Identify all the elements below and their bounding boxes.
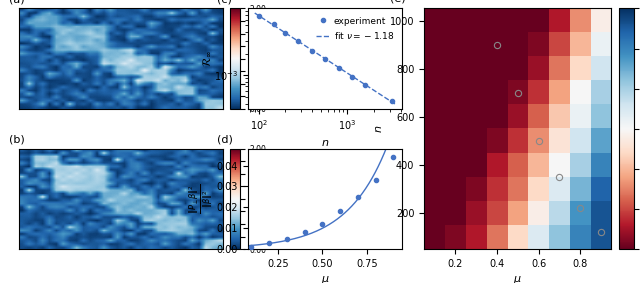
Text: (a): (a)	[9, 0, 25, 5]
experiment	[271, 23, 278, 26]
fit $\nu=-1.18$	[385, 98, 392, 101]
experiment	[308, 49, 316, 53]
Y-axis label: $n$: $n$	[374, 125, 385, 133]
fit $\nu=-1.18$	[259, 17, 267, 20]
Y-axis label: $\frac{\|P_{\perp}\beta\|^2}{\|\beta\|^2}$: $\frac{\|P_{\perp}\beta\|^2}{\|\beta\|^2…	[188, 183, 215, 215]
Line: experiment: experiment	[257, 14, 394, 103]
experiment	[348, 75, 356, 78]
Text: (e): (e)	[390, 0, 406, 4]
experiment	[362, 83, 369, 87]
fit $\nu=-1.18$	[257, 15, 264, 18]
experiment	[335, 67, 342, 70]
fit $\nu=-1.18$	[289, 36, 296, 39]
X-axis label: $\mu$: $\mu$	[321, 274, 330, 283]
X-axis label: $\mu$: $\mu$	[513, 274, 522, 283]
fit $\nu=-1.18$	[392, 102, 399, 106]
Legend: experiment, fit $\nu=-1.18$: experiment, fit $\nu=-1.18$	[313, 13, 398, 45]
Line: fit $\nu=-1.18$: fit $\nu=-1.18$	[255, 13, 396, 104]
experiment	[294, 40, 302, 43]
experiment	[282, 31, 289, 35]
Text: (c): (c)	[217, 0, 232, 5]
experiment	[321, 57, 329, 61]
experiment	[388, 99, 396, 102]
Y-axis label: $\mathcal{R}_{\infty}$: $\mathcal{R}_{\infty}$	[201, 50, 212, 67]
fit $\nu=-1.18$	[277, 28, 285, 32]
Text: (d): (d)	[217, 135, 233, 145]
Text: (b): (b)	[9, 135, 25, 145]
experiment	[255, 14, 262, 18]
fit $\nu=-1.18$	[251, 11, 259, 15]
fit $\nu=-1.18$	[380, 95, 387, 98]
X-axis label: $n$: $n$	[321, 138, 329, 148]
